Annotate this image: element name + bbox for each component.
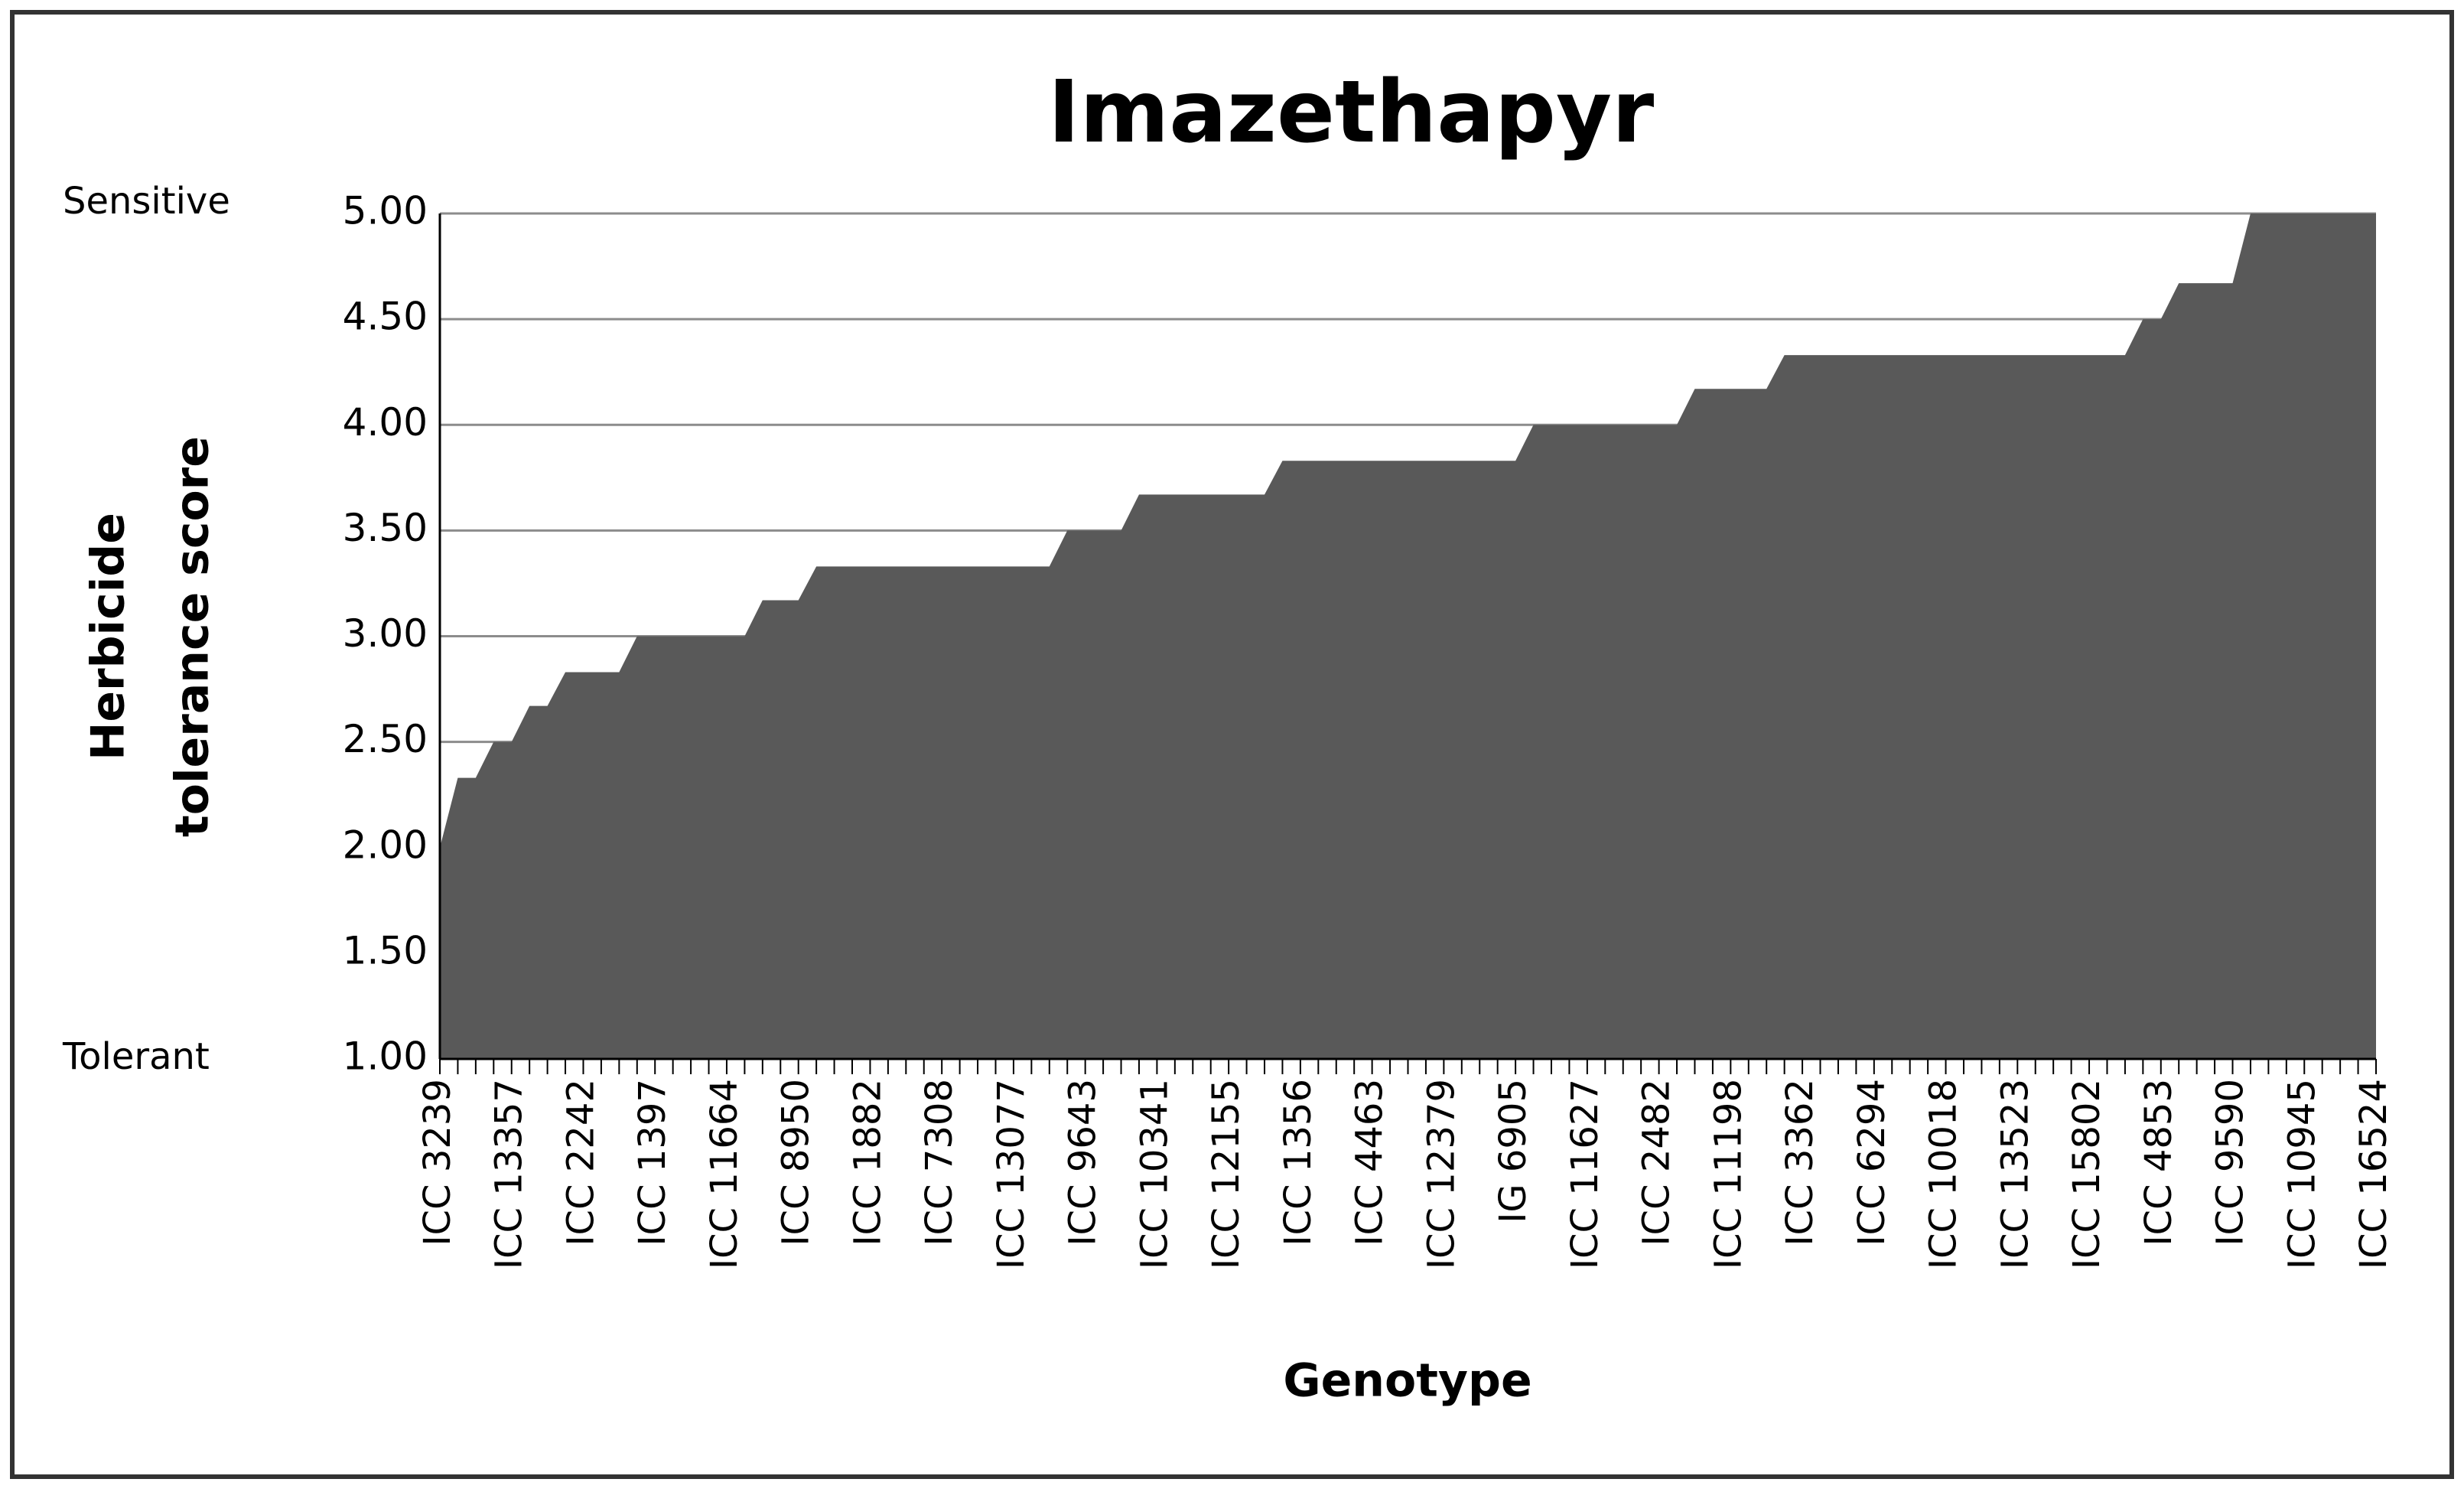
x-tick-label: ICC 3362 xyxy=(1779,1079,1821,1246)
x-tick-label: ICC 11198 xyxy=(1707,1079,1750,1269)
x-tick-label: ICC 11627 xyxy=(1564,1079,1606,1269)
y-tick-label: 1.00 xyxy=(343,1034,428,1079)
y-tick-label: 3.00 xyxy=(343,611,428,656)
x-tick-label: ICC 10341 xyxy=(1133,1079,1176,1269)
x-tick-label: ICC 10945 xyxy=(2280,1079,2323,1269)
x-tick-label: ICC 13523 xyxy=(1994,1079,2036,1269)
y-axis-title: tolerance score xyxy=(166,436,220,837)
x-tick-label: ICC 3239 xyxy=(416,1079,459,1246)
annotation: Sensitive xyxy=(63,180,230,223)
area xyxy=(440,213,2376,1059)
x-tick-label: ICC 2242 xyxy=(559,1079,602,1246)
x-tick-label: ICC 10018 xyxy=(1922,1079,1965,1269)
annotation: Tolerant xyxy=(62,1035,210,1078)
x-tick-label: ICC 7308 xyxy=(918,1079,961,1246)
x-tick-label: ICC 9590 xyxy=(2209,1079,2252,1246)
x-tick-label: ICC 12155 xyxy=(1205,1079,1248,1269)
y-tick-label: 1.50 xyxy=(343,928,428,972)
x-tick-label: ICC 15802 xyxy=(2065,1079,2108,1269)
chart-title: Imazethapyr xyxy=(1048,63,1654,162)
x-tick-label: ICC 6294 xyxy=(1850,1079,1893,1246)
x-axis-title: Genotype xyxy=(1283,1354,1531,1408)
x-tick-label: ICC 4853 xyxy=(2137,1079,2180,1246)
x-tick-label: ICC 4463 xyxy=(1349,1079,1391,1246)
x-tick-label: ICC 13357 xyxy=(488,1079,531,1269)
x-tick-label: ICC 1882 xyxy=(846,1079,889,1246)
y-tick-label: 3.50 xyxy=(343,506,428,550)
y-tick-label: 4.00 xyxy=(343,400,428,445)
y-axis-title: Herbicide xyxy=(82,513,135,761)
x-tick-label: ICC 8950 xyxy=(775,1079,818,1246)
x-tick-label: ICC 2482 xyxy=(1636,1079,1678,1246)
x-tick-label: ICC 1397 xyxy=(631,1079,674,1246)
y-tick-label: 5.00 xyxy=(343,189,428,233)
y-tick-label: 2.00 xyxy=(343,823,428,867)
x-tick-label: ICC 1356 xyxy=(1277,1079,1320,1246)
x-tick-label: ICC 12379 xyxy=(1420,1079,1463,1269)
y-tick-label: 2.50 xyxy=(343,717,428,761)
y-tick-label: 4.50 xyxy=(343,295,428,339)
x-tick-label: IG 6905 xyxy=(1492,1079,1535,1223)
x-tick-label: ICC 16524 xyxy=(2352,1079,2395,1269)
x-tick-label: ICC 13077 xyxy=(990,1079,1033,1269)
x-tick-label: ICC 11664 xyxy=(703,1079,746,1269)
x-tick-label: ICC 9643 xyxy=(1062,1079,1105,1246)
